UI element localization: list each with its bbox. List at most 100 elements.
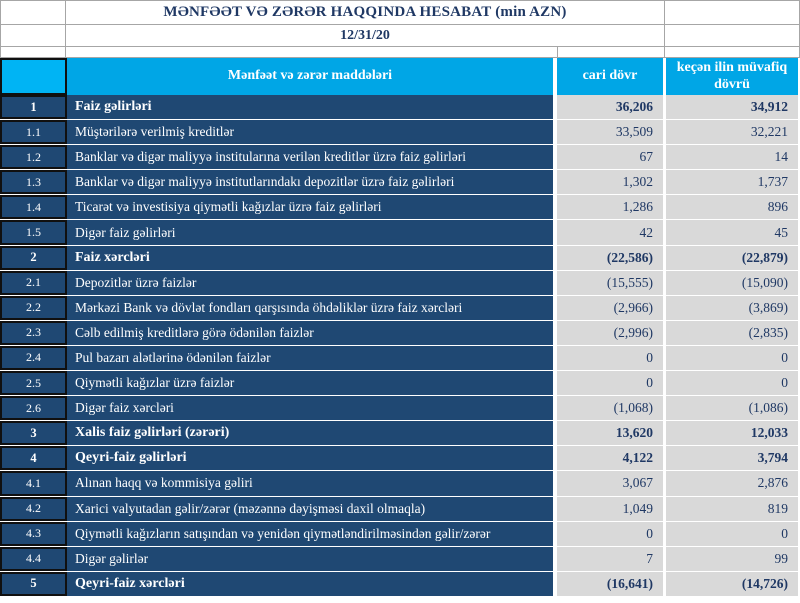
row-number: 2 — [0, 245, 67, 270]
row-previous-value: 45 — [666, 220, 798, 245]
column-gap — [663, 270, 666, 295]
table-row: 2.2 Mərkəzi Bank və dövlət fondları qarş… — [0, 295, 800, 320]
column-gap — [798, 496, 800, 521]
table-row: 2.3 Cəlb edilmiş kreditlərə görə ödənilə… — [0, 320, 800, 345]
row-label: Ticarət və investisiya qiymətli kağızlar… — [67, 195, 553, 220]
column-gap — [553, 396, 557, 421]
table-row: 4.1 Alınan haqq və kommisiya gəliri 3,06… — [0, 471, 800, 496]
row-current-value: (16,641) — [557, 571, 663, 596]
row-number: 1 — [0, 95, 67, 120]
row-number: 2.2 — [0, 295, 67, 320]
row-previous-value: 32,221 — [666, 120, 798, 145]
title-right-empty-cell — [664, 1, 800, 25]
column-gap — [553, 245, 557, 270]
spacer-cell — [65, 47, 557, 58]
row-number: 1.5 — [0, 220, 67, 245]
row-label: Faiz gəlirləri — [67, 95, 553, 120]
title-row: MƏNFƏƏT VƏ ZƏRƏR HAQQINDA HESABAT (min A… — [0, 0, 800, 25]
column-gap — [553, 320, 557, 345]
column-gap — [798, 245, 800, 270]
header-corner-cell — [0, 58, 67, 95]
column-gap — [798, 220, 800, 245]
column-gap — [798, 145, 800, 170]
row-label: Cəlb edilmiş kreditlərə görə ödənilən fa… — [67, 320, 553, 345]
row-previous-value: 0 — [666, 521, 798, 546]
row-current-value: (2,966) — [557, 295, 663, 320]
row-previous-value: 1,737 — [666, 170, 798, 195]
row-previous-value: 14 — [666, 145, 798, 170]
column-gap — [553, 95, 557, 120]
row-previous-value: (2,835) — [666, 320, 798, 345]
date-left-empty-cell — [0, 25, 65, 47]
row-current-value: 7 — [557, 546, 663, 571]
table-row: 2 Faiz xərcləri (22,586) (22,879) — [0, 245, 800, 270]
row-current-value: 0 — [557, 371, 663, 396]
report-title-cell: MƏNFƏƏT VƏ ZƏRƏR HAQQINDA HESABAT (min A… — [65, 1, 664, 25]
row-current-value: (15,555) — [557, 270, 663, 295]
column-gap — [553, 371, 557, 396]
table-row: 2.4 Pul bazarı alətlərinə ödənilən faizl… — [0, 345, 800, 371]
date-right-empty-cell — [664, 25, 800, 47]
row-number: 2.5 — [0, 371, 67, 396]
row-current-value: 0 — [557, 345, 663, 371]
row-label: Mərkəzi Bank və dövlət fondları qarşısın… — [67, 295, 553, 320]
row-label: Depozitlər üzrə faizlər — [67, 270, 553, 295]
table-body: 1 Faiz gəlirləri 36,206 34,912 1.1 Müştə… — [0, 95, 800, 596]
column-gap — [553, 220, 557, 245]
row-previous-value: (15,090) — [666, 270, 798, 295]
row-previous-value: 12,033 — [666, 421, 798, 446]
column-gap — [663, 446, 666, 471]
column-gap — [663, 496, 666, 521]
column-gap — [663, 120, 666, 145]
column-gap — [798, 270, 800, 295]
column-gap — [553, 546, 557, 571]
column-gap — [663, 345, 666, 371]
table-row: 4.2 Xarici valyutadan gəlir/zərər (məzən… — [0, 496, 800, 521]
row-label: Pul bazarı alətlərinə ödənilən faizlər — [67, 345, 553, 371]
column-gap — [798, 546, 800, 571]
report-title: MƏNFƏƏT VƏ ZƏRƏR HAQQINDA HESABAT (min A… — [163, 4, 567, 20]
spacer-cell — [557, 47, 664, 58]
column-gap — [663, 170, 666, 195]
table-row: 4 Qeyri-faiz gəlirləri 4,122 3,794 — [0, 446, 800, 471]
row-label: Qiymətli kağızlar üzrə faizlər — [67, 371, 553, 396]
table-row: 1.3 Banklar və digər maliyyə institutlar… — [0, 170, 800, 195]
row-label: Xarici valyutadan gəlir/zərər (məzənnə d… — [67, 496, 553, 521]
table-row: 4.3 Qiymətli kağızların satışından və ye… — [0, 521, 800, 546]
row-number: 2.6 — [0, 396, 67, 421]
row-previous-value: 0 — [666, 371, 798, 396]
row-label: Banklar və digər maliyyə institularına v… — [67, 145, 553, 170]
column-gap — [798, 345, 800, 371]
row-label: Alınan haqq və kommisiya gəliri — [67, 471, 553, 496]
row-previous-value: (22,879) — [666, 245, 798, 270]
column-gap — [798, 170, 800, 195]
row-number: 1.1 — [0, 120, 67, 145]
row-previous-value: (3,869) — [666, 295, 798, 320]
title-left-empty-cell — [0, 1, 65, 25]
column-gap — [798, 571, 800, 596]
row-number: 4 — [0, 446, 67, 471]
column-gap — [663, 245, 666, 270]
row-label: Digər gəlirlər — [67, 546, 553, 571]
table-row: 1.5 Digər faiz gəlirləri 42 45 — [0, 220, 800, 245]
table-row: 1.2 Banklar və digər maliyyə instituları… — [0, 145, 800, 170]
row-number: 3 — [0, 421, 67, 446]
row-current-value: (2,996) — [557, 320, 663, 345]
row-label: Xalis faiz gəlirləri (zərəri) — [67, 421, 553, 446]
column-gap — [663, 295, 666, 320]
column-gap — [553, 195, 557, 220]
table-row: 2.5 Qiymətli kağızlar üzrə faizlər 0 0 — [0, 371, 800, 396]
column-gap — [553, 295, 557, 320]
table-row: 3 Xalis faiz gəlirləri (zərəri) 13,620 1… — [0, 421, 800, 446]
row-current-value: 0 — [557, 521, 663, 546]
column-gap — [798, 421, 800, 446]
spacer-cell — [0, 47, 65, 58]
column-gap — [553, 145, 557, 170]
row-number: 2.3 — [0, 320, 67, 345]
row-label: Digər faiz gəlirləri — [67, 220, 553, 245]
report-date: 12/31/20 — [340, 27, 390, 43]
row-current-value: 3,067 — [557, 471, 663, 496]
column-gap — [663, 320, 666, 345]
column-gap — [663, 421, 666, 446]
